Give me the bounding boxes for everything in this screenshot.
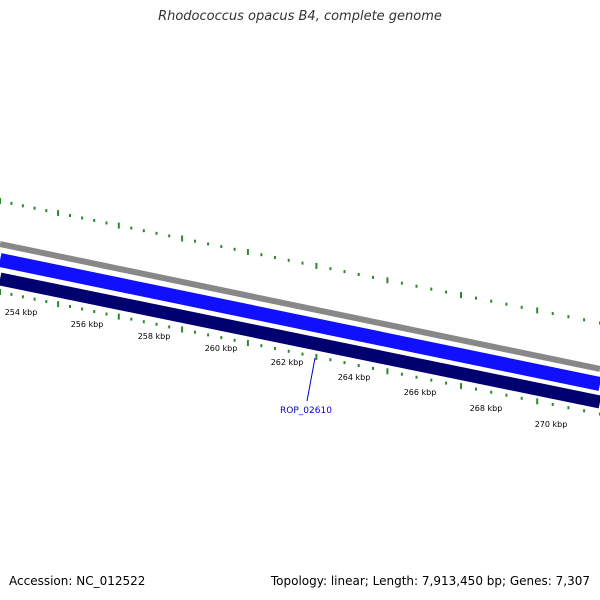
gene-label[interactable]: ROP_02610 [280,406,332,416]
ruler-label: 270 kbp [535,420,568,429]
minus-strand-band [0,272,600,409]
ruler-label: 258 kbp [138,332,171,341]
map-title: Rhodococcus opacus B4, complete genome [158,9,442,24]
ruler-label: 264 kbp [338,373,371,382]
plus-strand-band [0,253,600,391]
ruler-label: 256 kbp [71,320,104,329]
ruler-label: 260 kbp [205,344,238,353]
outer-gray-band [0,241,600,372]
genome-summary-text: Topology: linear; Length: 7,913,450 bp; … [270,574,590,588]
ruler-labels: 254 kbp 256 kbp 258 kbp 260 kbp 262 kbp … [5,308,568,429]
lower-gene-ticks [0,289,600,416]
ruler-label: 268 kbp [470,404,503,413]
accession-text: Accession: NC_012522 [9,574,146,588]
gene-callout-line [306,357,316,402]
ruler-label: 266 kbp [404,388,437,397]
ruler-label: 262 kbp [271,358,304,367]
upper-gene-ticks [0,198,600,325]
ruler-label: 254 kbp [5,308,38,317]
